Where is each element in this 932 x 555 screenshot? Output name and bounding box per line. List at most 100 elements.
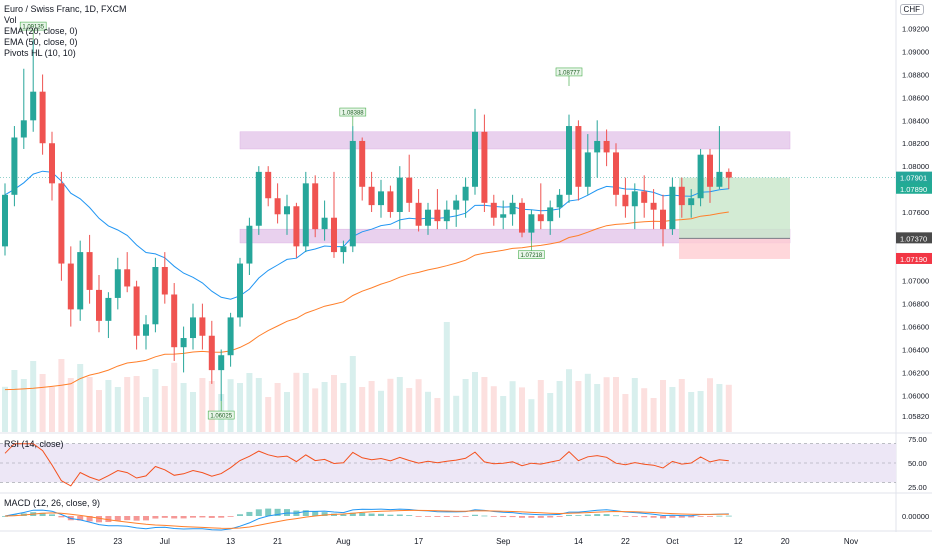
candle [86, 234, 93, 304]
volume-bar [20, 379, 27, 432]
volume-bar [537, 380, 544, 432]
volume-bar [490, 386, 497, 432]
volume-bar [152, 369, 159, 432]
candle-body [208, 335, 215, 371]
volume-bar [96, 390, 102, 432]
candle-body [462, 186, 469, 201]
candle [490, 194, 497, 226]
volume-bar [584, 373, 591, 432]
macd-histogram-bar [39, 512, 46, 516]
volume-bar [67, 378, 74, 432]
candle-body [537, 214, 544, 222]
macd-histogram-bar [678, 516, 685, 518]
macd-histogram-bar [509, 516, 516, 518]
candle-body [566, 126, 572, 195]
volume-bar [114, 387, 121, 432]
candle [302, 171, 309, 253]
macd-line [4, 508, 729, 531]
volume-bar [368, 381, 375, 432]
rsi-label[interactable]: RSI (14, close) [4, 439, 64, 449]
macd-histogram-bar [77, 516, 84, 521]
candle-body [697, 154, 704, 199]
currency-badge[interactable]: CHF [899, 4, 924, 15]
macd-histogram-bar [641, 516, 648, 518]
candle-body [584, 152, 591, 187]
candle [96, 275, 102, 333]
candle-body [218, 355, 225, 371]
volume-bar [190, 392, 196, 432]
volume-bar [481, 377, 488, 432]
candle-body [20, 120, 27, 138]
legend-pivots[interactable]: Pivots HL (10, 10) [4, 48, 76, 58]
volume-bar [378, 390, 384, 432]
volume-bar [472, 372, 478, 432]
macd-histogram-bar [481, 515, 488, 517]
legend-vol[interactable]: Vol [4, 15, 17, 25]
candle [58, 171, 65, 281]
legend-ema50[interactable]: EMA (50, close, 0) [4, 37, 78, 47]
candle-body [688, 198, 695, 206]
price-tick-label: 1.08000 [902, 162, 929, 171]
candle [39, 74, 46, 155]
pivot-label-box [19, 21, 47, 31]
volume-bar [49, 387, 55, 432]
volume-bar [425, 391, 431, 432]
macd-histogram-bar [49, 514, 55, 516]
volume-bar [453, 395, 460, 432]
date-tick-label: 13 [226, 537, 235, 546]
candle [293, 202, 300, 258]
candle [594, 120, 601, 178]
macd-histogram-bar [631, 516, 638, 517]
legend-title[interactable]: Euro / Swiss Franc, 1D, FXCM [4, 4, 127, 14]
macd-tick-label: 0.00000 [902, 512, 929, 521]
volume-bar [133, 376, 140, 432]
macd-histogram-bar [312, 511, 319, 516]
volume-bar [302, 373, 309, 432]
candle-body [490, 202, 497, 218]
macd-histogram-bar [199, 516, 206, 518]
macd-histogram-bar [537, 516, 544, 518]
volume-bar [434, 398, 441, 432]
macd-histogram-bar [349, 512, 356, 516]
candle-body [660, 209, 666, 230]
date-tick-label: 21 [273, 537, 282, 546]
rsi-line [4, 443, 729, 487]
candle-body [321, 217, 328, 230]
candle-body [359, 140, 366, 187]
position-loss-zone [679, 238, 790, 259]
candle-body [105, 297, 112, 321]
volume-bar [547, 393, 554, 432]
candle [481, 114, 488, 212]
candle [171, 283, 178, 361]
candle-body [114, 269, 121, 298]
candle-body [368, 186, 375, 206]
candle-body [443, 209, 450, 222]
candle [415, 189, 422, 232]
candle-body [678, 186, 685, 206]
candle [284, 194, 290, 235]
candle [77, 240, 84, 321]
price-tick-label: 1.09000 [902, 48, 929, 57]
macd-histogram-bar [707, 516, 713, 517]
legend-ema20[interactable]: EMA (20, close, 0) [4, 26, 78, 36]
volume-bar [321, 382, 328, 432]
candle-body [622, 194, 629, 207]
candle [641, 175, 648, 218]
volume-bar [77, 364, 84, 432]
candle [30, 40, 37, 132]
price-tick-label: 1.06400 [902, 345, 929, 354]
pivot-label-box [518, 250, 545, 259]
sr-zone [239, 131, 791, 150]
macd-histogram-bar [575, 515, 582, 516]
macd-histogram-bar [208, 516, 215, 518]
volume-bar [528, 399, 535, 432]
candle-body [67, 263, 74, 310]
macd-label[interactable]: MACD (12, 26, close, 9) [4, 498, 101, 508]
volume-bar [725, 384, 732, 432]
volume-bar [509, 381, 516, 432]
candle-body [2, 194, 8, 247]
volume-bar [180, 383, 187, 432]
candle [406, 154, 413, 212]
